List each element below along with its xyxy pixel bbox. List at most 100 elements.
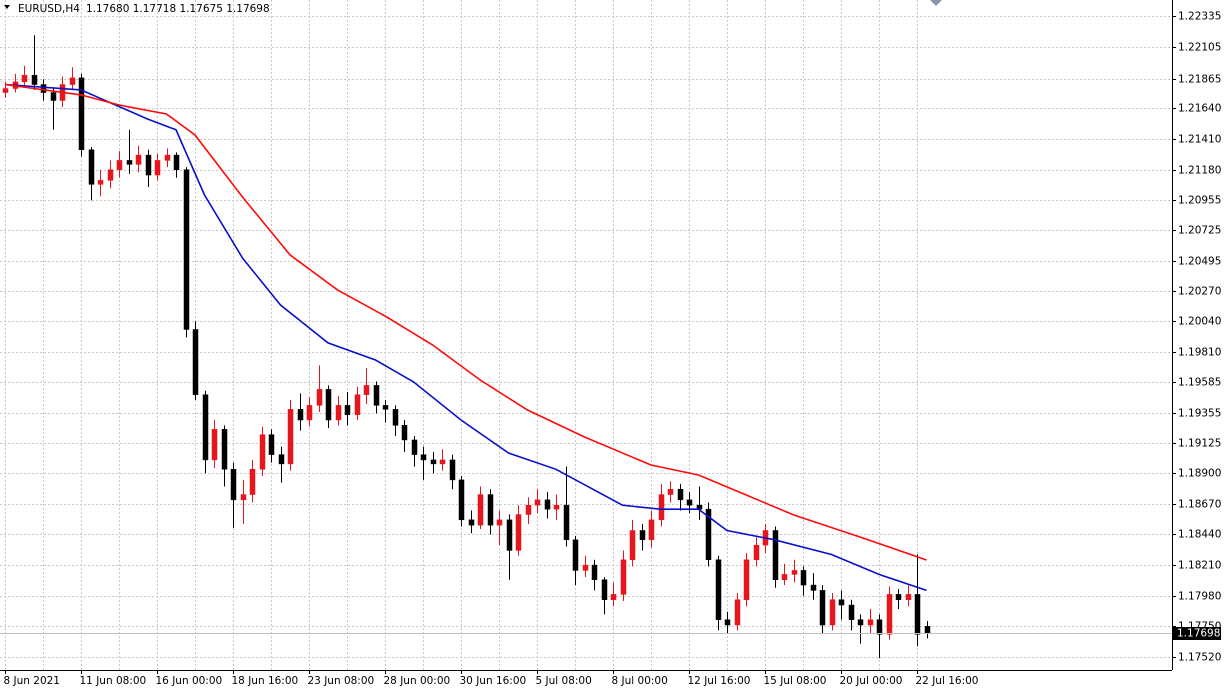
candle-body: [69, 77, 76, 85]
candle-body: [183, 169, 190, 330]
y-tick-label: 1.22105: [1178, 42, 1221, 54]
candle-body: [468, 519, 475, 526]
candle-body: [544, 499, 551, 510]
candle-body: [154, 160, 161, 176]
candle-body: [582, 564, 589, 571]
candle-body: [135, 154, 142, 165]
candle-body: [772, 530, 779, 580]
y-tick-label: 1.21640: [1178, 103, 1221, 115]
candle-body: [686, 499, 693, 506]
candle-body: [924, 626, 931, 634]
x-tick-label: 22 Jul 16:00: [916, 675, 979, 687]
candle-body: [743, 559, 750, 600]
candle-body: [40, 84, 47, 93]
candle-body: [867, 619, 874, 626]
candle-body: [572, 539, 579, 571]
moving-average: [4, 83, 927, 592]
candle-body: [905, 594, 912, 600]
candle-body: [107, 169, 114, 181]
y-tick-label: 1.19810: [1178, 347, 1221, 359]
x-tick-label: 23 Jun 08:00: [308, 675, 375, 687]
y-tick-label: 1.17980: [1178, 591, 1221, 603]
candle-body: [221, 429, 228, 470]
candle-body: [620, 559, 627, 595]
candle-body: [658, 494, 665, 521]
candle-body: [791, 570, 798, 575]
candle-body: [487, 494, 494, 526]
candle-body: [173, 154, 180, 170]
candle-body: [553, 504, 560, 510]
candle-body: [344, 405, 351, 415]
menu-arrow[interactable]: [4, 5, 10, 9]
candle-body: [876, 619, 883, 635]
candle-body: [677, 488, 684, 501]
y-tick-label: 1.21410: [1178, 134, 1221, 146]
candle-body: [411, 439, 418, 455]
candle-body: [800, 570, 807, 586]
x-tick-label: 15 Jul 08:00: [764, 675, 827, 687]
candle-body: [335, 405, 342, 421]
moving-average: [4, 83, 927, 561]
candle-body: [401, 425, 408, 441]
y-tick-label: 1.17520: [1178, 652, 1221, 664]
y-tick-label: 1.22335: [1178, 11, 1221, 23]
candle-body: [639, 530, 646, 541]
last-price-box: [1173, 627, 1221, 640]
x-tick-label: 12 Jul 16:00: [688, 675, 751, 687]
candle-body: [202, 394, 209, 461]
candle-body: [192, 329, 199, 395]
candle-body: [449, 459, 456, 481]
candle-body: [297, 409, 304, 421]
candle-body: [50, 92, 57, 101]
candle-body: [525, 504, 532, 515]
plot: [0, 35, 1172, 659]
candle-body: [306, 405, 313, 421]
candle-body: [363, 385, 370, 395]
candle-body: [211, 429, 218, 461]
y-tick-label: 1.20725: [1178, 225, 1221, 237]
x-tick-label: 20 Jul 00:00: [840, 675, 903, 687]
y-tick-label: 1.20495: [1178, 256, 1221, 268]
shift-marker[interactable]: [930, 0, 942, 6]
y-tick-label: 1.18210: [1178, 560, 1221, 572]
y-tick-label: 1.19125: [1178, 438, 1221, 450]
candle-body: [439, 459, 446, 465]
candle-body: [2, 88, 9, 93]
candle-body: [667, 488, 674, 495]
header: EURUSD,H4 1.17680 1.17718 1.17675 1.17698: [18, 3, 270, 15]
candle-body: [610, 594, 617, 600]
candle-body: [31, 74, 38, 85]
y-tick-label: 1.18670: [1178, 499, 1221, 511]
candle-body: [382, 405, 389, 410]
x-tick-label: 18 Jun 16:00: [232, 675, 299, 687]
x-tick-label: 5 Jul 08:00: [536, 675, 592, 687]
y-tick-label: 1.21865: [1178, 74, 1221, 86]
x-tick-label: 30 Jun 16:00: [460, 675, 527, 687]
candle-body: [164, 154, 171, 161]
candle-body: [88, 149, 95, 185]
candle-body: [848, 604, 855, 620]
y-tick-label: 1.19355: [1178, 408, 1221, 420]
candle-body: [249, 469, 256, 495]
candle-body: [591, 564, 598, 580]
candle-body: [829, 599, 836, 626]
y-tick-label: 1.20040: [1178, 316, 1221, 328]
candle-body: [914, 594, 921, 635]
grid: [0, 0, 1172, 670]
candle-body: [648, 519, 655, 541]
candle-body: [458, 479, 465, 521]
candle-body: [78, 77, 85, 151]
y-tick-label: 1.19585: [1178, 377, 1221, 389]
candle-body: [534, 499, 541, 506]
candle-body: [268, 434, 275, 455]
candle-body: [506, 519, 513, 551]
candle-body: [420, 454, 427, 461]
y-tick-label: 1.20955: [1178, 195, 1221, 207]
candle-body: [259, 434, 266, 470]
candle-body: [563, 504, 570, 541]
candle-body: [781, 574, 788, 580]
last-price-label: 1.17698: [1177, 628, 1220, 640]
candle-body: [838, 599, 845, 606]
quote: 1.17680 1.17718 1.17675 1.17698: [86, 3, 270, 15]
